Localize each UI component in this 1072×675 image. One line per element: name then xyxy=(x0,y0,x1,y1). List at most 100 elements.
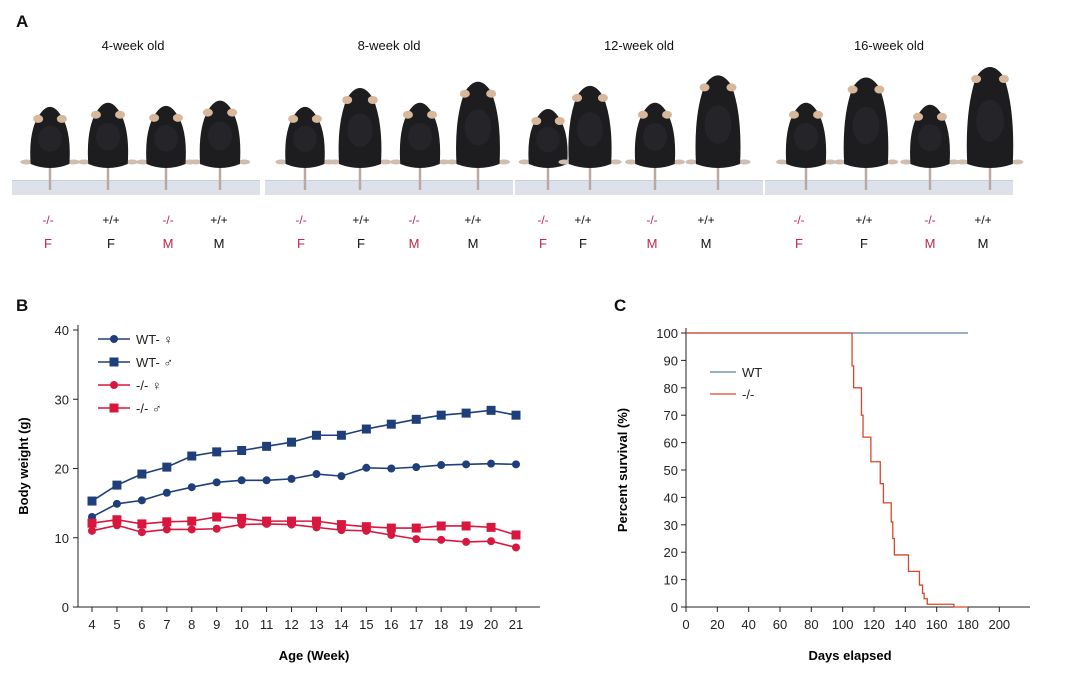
data-point xyxy=(411,523,421,533)
data-point xyxy=(311,430,321,440)
data-point xyxy=(462,537,471,546)
data-point xyxy=(312,470,321,479)
x-tick-label: 18 xyxy=(434,617,448,632)
x-tick-label-c: 160 xyxy=(926,617,948,632)
y-tick-label-c: 30 xyxy=(664,518,678,533)
data-point xyxy=(387,530,396,539)
sex-label: F xyxy=(44,236,52,251)
data-point xyxy=(436,521,446,531)
y-tick-label-c: 80 xyxy=(664,381,678,396)
genotype-label: +/+ xyxy=(697,213,715,227)
genotype-label: +/+ xyxy=(974,213,992,227)
data-point xyxy=(486,522,496,532)
sex-label: F xyxy=(795,236,803,251)
data-point xyxy=(437,461,446,470)
panel-b-letter: B xyxy=(16,296,29,315)
panel-c-letter: C xyxy=(614,296,627,315)
panel-a-letter: A xyxy=(16,12,29,31)
mouse-photo xyxy=(328,88,392,190)
x-tick-label-c: 140 xyxy=(894,617,916,632)
series-line-3 xyxy=(91,523,517,549)
data-point xyxy=(187,516,197,526)
x-tick-label: 14 xyxy=(334,617,348,632)
data-point xyxy=(311,516,321,526)
data-point xyxy=(112,499,121,508)
legend-marker xyxy=(109,403,119,413)
x-tick-label-c: 20 xyxy=(710,617,724,632)
y-tick-label: 20 xyxy=(55,462,69,477)
x-tick-label-c: 80 xyxy=(804,617,818,632)
genotype-label: +/+ xyxy=(855,213,873,227)
data-point xyxy=(87,496,97,506)
sex-label: F xyxy=(539,236,547,251)
data-point xyxy=(511,530,521,540)
legend-label: WT- ♂ xyxy=(136,355,173,370)
sex-label: M xyxy=(467,236,479,251)
x-tick-label-c: 120 xyxy=(863,617,885,632)
data-point xyxy=(237,513,247,523)
data-point xyxy=(487,537,496,546)
mouse-photo xyxy=(833,77,899,190)
data-point xyxy=(287,474,296,483)
genotype-label: +/+ xyxy=(574,213,592,227)
data-point xyxy=(436,410,446,420)
data-point xyxy=(287,516,297,526)
legend-marker xyxy=(109,357,119,367)
data-point xyxy=(212,512,222,522)
mouse-photo xyxy=(275,106,335,190)
photo-group-title: 12-week old xyxy=(603,38,675,53)
data-point xyxy=(262,476,271,485)
y-tick-label-c: 20 xyxy=(664,545,678,560)
y-tick-label: 40 xyxy=(55,323,69,338)
data-point xyxy=(412,535,421,544)
data-point xyxy=(137,528,146,537)
genotype-label: -/- xyxy=(646,213,658,227)
x-tick-label: 7 xyxy=(163,617,170,632)
y-tick-label: 0 xyxy=(62,600,69,615)
x-tick-label: 20 xyxy=(484,617,498,632)
sex-label: M xyxy=(213,236,225,251)
series-line-1 xyxy=(91,462,517,518)
data-point xyxy=(386,419,396,429)
data-point xyxy=(162,462,172,472)
data-point xyxy=(162,488,171,497)
legend-label: WT- ♀ xyxy=(136,332,173,347)
data-point xyxy=(262,516,272,526)
legend-label: -/- ♂ xyxy=(136,401,162,416)
y-tick-label: 30 xyxy=(55,392,69,407)
data-point xyxy=(137,469,147,479)
series-line-2 xyxy=(91,409,517,502)
sex-label: F xyxy=(297,236,305,251)
mouse-photo xyxy=(136,105,196,190)
data-point xyxy=(386,523,396,533)
data-point xyxy=(237,445,247,455)
y-tick-label: 10 xyxy=(55,531,69,546)
x-tick-label: 16 xyxy=(384,617,398,632)
data-point xyxy=(461,408,471,418)
mouse-photo xyxy=(446,81,510,190)
mouse-photo xyxy=(78,102,138,190)
y-tick-label-c: 10 xyxy=(664,573,678,588)
sex-label: M xyxy=(408,236,420,251)
data-point xyxy=(512,460,520,469)
x-axis-title-c: Days elapsed xyxy=(808,648,891,663)
legend-label-c: -/- xyxy=(742,387,754,402)
genotype-label: +/+ xyxy=(352,213,370,227)
genotype-label: -/- xyxy=(408,213,420,227)
sex-label: M xyxy=(924,236,936,251)
x-tick-label: 19 xyxy=(459,617,473,632)
mouse-photo xyxy=(956,67,1024,190)
mouse-photo xyxy=(900,104,960,190)
genotype-label: -/- xyxy=(42,213,54,227)
data-point xyxy=(187,525,196,534)
data-point xyxy=(387,464,396,473)
sex-label: M xyxy=(977,236,989,251)
x-tick-label: 12 xyxy=(284,617,298,632)
data-point xyxy=(486,405,496,415)
mouse-photo xyxy=(20,106,80,190)
mouse-photo xyxy=(558,85,622,190)
data-point xyxy=(88,526,96,535)
sex-label: M xyxy=(700,236,712,251)
sex-label: F xyxy=(579,236,587,251)
